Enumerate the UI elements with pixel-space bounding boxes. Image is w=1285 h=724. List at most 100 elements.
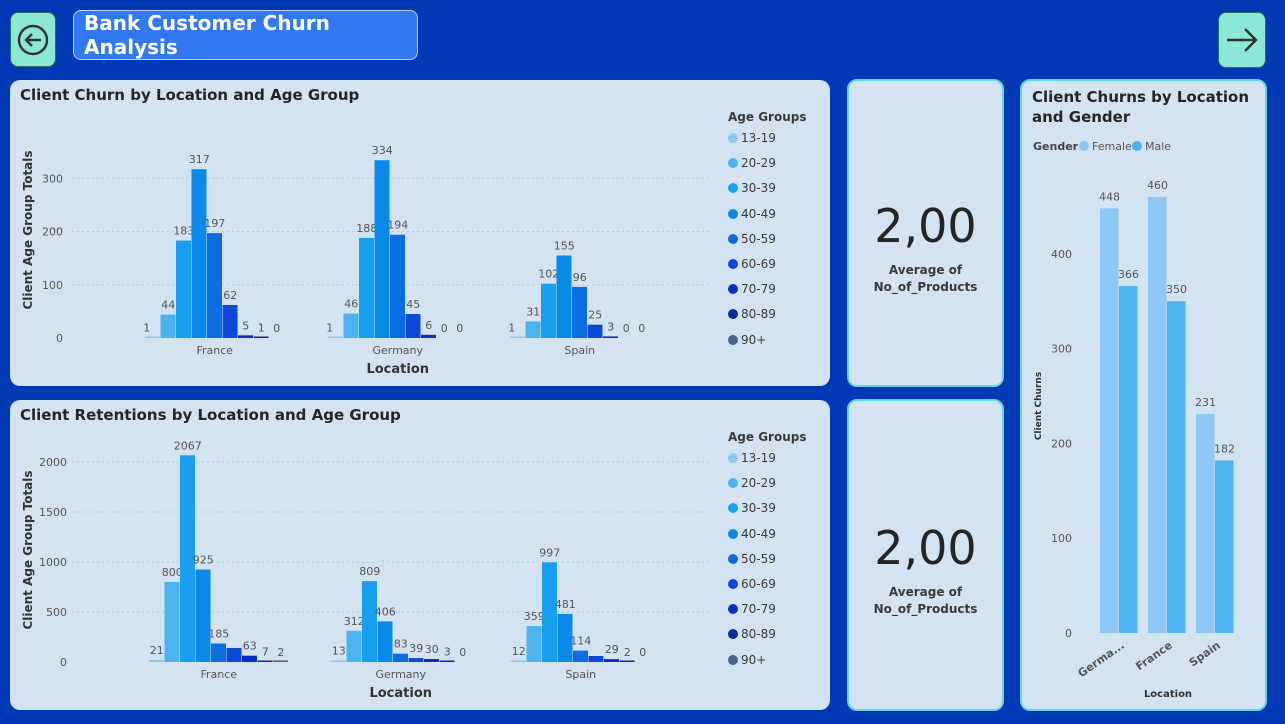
legend-item-50-59[interactable]: 50-59 bbox=[728, 232, 776, 246]
legend-label[interactable]: Male bbox=[1145, 140, 1171, 153]
y-tick-label: 0 bbox=[56, 332, 63, 345]
bar-germany-40-49[interactable] bbox=[377, 621, 393, 662]
bar-france-70-79[interactable] bbox=[238, 335, 253, 338]
bar-spain-30-39[interactable] bbox=[542, 562, 557, 662]
bar-spain-50-59[interactable] bbox=[572, 286, 587, 338]
legend-label: 50-59 bbox=[741, 231, 776, 246]
data-label: 809 bbox=[359, 565, 380, 578]
bar-spain-50-59[interactable] bbox=[573, 650, 588, 662]
data-label: 1 bbox=[508, 321, 515, 334]
x-axis-title: Location bbox=[366, 362, 429, 377]
bar-germany-13-19[interactable] bbox=[331, 660, 346, 663]
legend-item-30-39[interactable]: 30-39 bbox=[728, 181, 776, 195]
legend-item-30-39[interactable]: 30-39 bbox=[728, 501, 776, 515]
bar-spain-male[interactable] bbox=[1215, 460, 1234, 633]
kpi-label: Average of No_of_Products bbox=[849, 584, 1002, 618]
bar-germany-50-59[interactable] bbox=[393, 653, 408, 662]
chart-title: Client Churn by Location and Age Group bbox=[20, 86, 360, 104]
legend-item-40-49[interactable]: 40-49 bbox=[728, 207, 776, 221]
legend-marker bbox=[728, 309, 738, 320]
data-label: 460 bbox=[1147, 179, 1168, 192]
bar-spain-70-79[interactable] bbox=[604, 659, 619, 662]
legend-item-80-89[interactable]: 80-89 bbox=[728, 627, 776, 641]
data-label: 39 bbox=[409, 642, 423, 655]
bar-spain-40-49[interactable] bbox=[556, 255, 572, 338]
legend-item-20-29[interactable]: 20-29 bbox=[728, 156, 776, 170]
legend-item-60-69[interactable]: 60-69 bbox=[728, 577, 776, 591]
bar-france-female[interactable] bbox=[1148, 196, 1167, 633]
bar-france-13-19[interactable] bbox=[149, 659, 164, 662]
bar-germany-20-29[interactable] bbox=[346, 630, 362, 662]
bar-spain-female[interactable] bbox=[1196, 414, 1215, 633]
y-tick-label: 400 bbox=[1051, 248, 1072, 261]
legend-title: Age Groups bbox=[728, 430, 807, 444]
bar-france-40-49[interactable] bbox=[195, 569, 211, 663]
bar-germany-80-89[interactable] bbox=[439, 660, 455, 663]
bar-france-50-59[interactable] bbox=[211, 643, 226, 663]
data-label: 2 bbox=[277, 646, 284, 659]
x-axis-title: Location bbox=[369, 686, 432, 701]
bar-germany-70-79[interactable] bbox=[421, 334, 436, 338]
bar-france-30-39[interactable] bbox=[176, 240, 191, 338]
bar-france-70-79[interactable] bbox=[242, 655, 257, 662]
legend-item-90+[interactable]: 90+ bbox=[728, 333, 766, 347]
bar-germany-13-19[interactable] bbox=[328, 336, 343, 339]
bar-spain-40-49[interactable] bbox=[557, 613, 573, 662]
data-label: 31 bbox=[526, 305, 540, 318]
page-title: Bank Customer Churn Analysis bbox=[73, 10, 418, 60]
bar-germany-60-69[interactable] bbox=[405, 314, 421, 338]
bar-spain-30-39[interactable] bbox=[541, 283, 556, 338]
bar-spain-60-69[interactable] bbox=[587, 324, 603, 338]
bar-france-60-69[interactable] bbox=[222, 304, 238, 338]
legend-item-50-59[interactable]: 50-59 bbox=[728, 552, 776, 566]
bar-france-80-89[interactable] bbox=[253, 336, 269, 339]
bar-france-20-29[interactable] bbox=[164, 582, 180, 662]
legend-label: 13-19 bbox=[741, 131, 776, 145]
data-label: 44 bbox=[161, 299, 175, 312]
legend-item-40-49[interactable]: 40-49 bbox=[728, 527, 776, 541]
bar-germany-30-39[interactable] bbox=[362, 581, 377, 662]
bar-spain-60-69[interactable] bbox=[588, 656, 604, 662]
legend-item-70-79[interactable]: 70-79 bbox=[728, 282, 776, 296]
churn-chart-card: Client Churn by Location and Age Group 0… bbox=[10, 80, 830, 386]
data-label: 12 bbox=[512, 645, 526, 658]
legend-label: 60-69 bbox=[741, 577, 776, 591]
bar-germa-male[interactable] bbox=[1119, 286, 1138, 633]
bar-germany-60-69[interactable] bbox=[408, 658, 424, 662]
bar-spain-20-29[interactable] bbox=[526, 626, 542, 662]
legend-marker bbox=[728, 233, 738, 244]
bar-spain-80-89[interactable] bbox=[619, 660, 635, 663]
bar-france-40-49[interactable] bbox=[191, 169, 207, 338]
legend-item-13-19[interactable]: 13-19 bbox=[728, 451, 776, 465]
kpi-label-line1: Average of bbox=[888, 263, 963, 277]
back-button[interactable] bbox=[10, 12, 56, 67]
bar-germa-female[interactable] bbox=[1100, 208, 1119, 633]
legend-marker bbox=[728, 284, 738, 295]
next-button[interactable] bbox=[1218, 12, 1266, 68]
bar-germany-30-39[interactable] bbox=[359, 237, 374, 338]
bar-spain-13-19[interactable] bbox=[510, 336, 525, 339]
legend-item-20-29[interactable]: 20-29 bbox=[728, 476, 776, 490]
legend-item-80-89[interactable]: 80-89 bbox=[728, 307, 776, 321]
legend-item-60-69[interactable]: 60-69 bbox=[728, 257, 776, 271]
legend-item-70-79[interactable]: 70-79 bbox=[728, 602, 776, 616]
legend-item-13-19[interactable]: 13-19 bbox=[728, 131, 776, 145]
kpi-label-line2: No_of_Products bbox=[873, 602, 978, 616]
legend-label[interactable]: Female bbox=[1092, 140, 1132, 153]
bar-france-13-19[interactable] bbox=[145, 336, 160, 339]
bar-germany-20-29[interactable] bbox=[343, 313, 359, 338]
bar-germany-40-49[interactable] bbox=[374, 160, 390, 338]
bar-france-80-89[interactable] bbox=[257, 660, 273, 663]
bar-spain-70-79[interactable] bbox=[603, 336, 618, 338]
bar-france-90+[interactable] bbox=[273, 660, 288, 663]
bar-germany-50-59[interactable] bbox=[390, 234, 405, 338]
bar-spain-20-29[interactable] bbox=[525, 321, 541, 338]
bar-france-60-69[interactable] bbox=[226, 648, 242, 662]
legend-item-90+[interactable]: 90+ bbox=[728, 653, 766, 667]
bar-france-male[interactable] bbox=[1167, 301, 1186, 633]
bar-france-20-29[interactable] bbox=[160, 314, 176, 338]
bar-spain-13-19[interactable] bbox=[511, 660, 526, 663]
bar-france-30-39[interactable] bbox=[180, 455, 195, 662]
bar-france-50-59[interactable] bbox=[207, 233, 222, 338]
bar-germany-70-79[interactable] bbox=[424, 659, 439, 662]
